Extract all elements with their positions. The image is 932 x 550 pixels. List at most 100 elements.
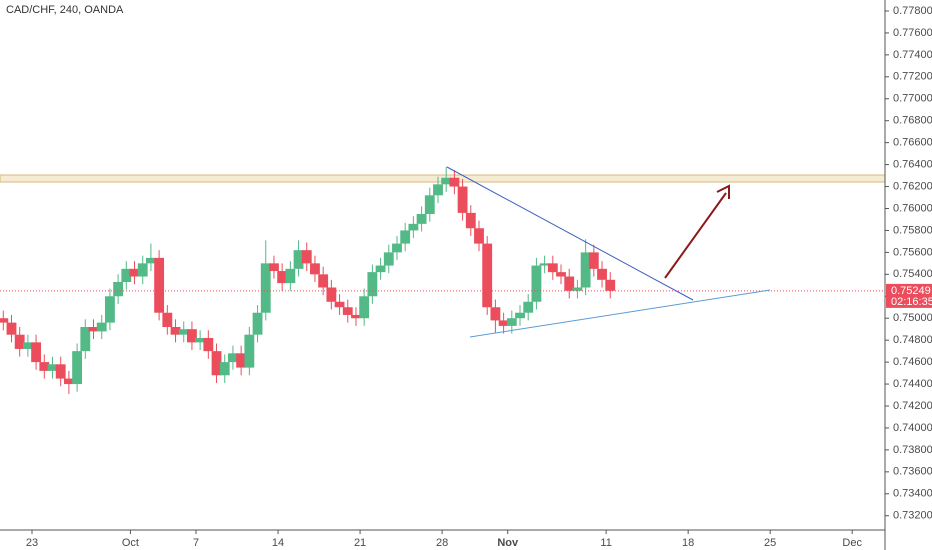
candle-body xyxy=(580,252,591,288)
candle-body xyxy=(252,312,263,335)
candle-body xyxy=(47,364,58,371)
candle-body xyxy=(244,334,255,368)
candle-body xyxy=(170,326,181,335)
y-tick-label: 0.76800 xyxy=(893,115,932,127)
y-tick-label: 0.75400 xyxy=(893,268,932,280)
x-tick-label: 14 xyxy=(272,537,284,549)
candle-body xyxy=(145,257,156,264)
candle-body xyxy=(351,314,361,319)
last-price-label: 0.75249 xyxy=(891,285,931,297)
candle-body xyxy=(383,252,394,266)
candle-body xyxy=(588,252,599,269)
y-tick-label: 0.77200 xyxy=(893,71,932,83)
x-tick-label: Oct xyxy=(122,537,139,549)
candle-body xyxy=(474,228,484,244)
y-tick-label: 0.77800 xyxy=(893,5,932,17)
projection-arrow xyxy=(664,192,727,279)
candle-body xyxy=(113,282,124,297)
x-tick-label: 28 xyxy=(436,537,448,549)
y-tick-label: 0.76200 xyxy=(893,180,932,192)
y-tick-label: 0.74800 xyxy=(893,334,932,346)
projection-arrow-head xyxy=(716,184,730,199)
candle-body xyxy=(564,276,575,291)
candle-body xyxy=(547,263,558,273)
candle-body xyxy=(375,265,386,273)
y-tick-label: 0.74400 xyxy=(893,378,932,390)
x-tick-label: 25 xyxy=(764,537,776,549)
candle-body xyxy=(88,326,99,332)
y-tick-label: 0.73800 xyxy=(893,444,932,456)
candle-body xyxy=(162,312,173,327)
candle-body xyxy=(39,362,50,371)
candle-body xyxy=(203,337,214,352)
candle-body xyxy=(457,186,468,213)
x-tick-label: 23 xyxy=(26,537,38,549)
candle-body xyxy=(195,337,206,343)
candle-body xyxy=(572,287,583,291)
candle-body xyxy=(72,351,83,385)
candle-body xyxy=(490,307,501,321)
x-tick-label: 7 xyxy=(193,537,199,549)
candle-body xyxy=(104,296,115,323)
candle-body xyxy=(219,362,230,376)
candle-body xyxy=(301,250,312,264)
candle-body xyxy=(178,329,189,335)
candle-body xyxy=(449,177,460,187)
x-tick-label: Nov xyxy=(497,537,519,549)
candle-body xyxy=(597,268,607,280)
candle-body xyxy=(96,322,107,332)
candle-body xyxy=(433,184,443,196)
candle-body xyxy=(359,296,370,319)
y-tick-label: 0.76400 xyxy=(893,159,932,171)
candle-body xyxy=(260,263,271,313)
y-tick-label: 0.74600 xyxy=(893,356,932,368)
candle-body xyxy=(80,326,91,352)
candle-body xyxy=(211,351,222,376)
candle-body xyxy=(392,243,402,253)
last-price-box xyxy=(886,283,932,308)
candle-body xyxy=(187,329,197,343)
candle-body xyxy=(515,312,525,319)
chart-title: CAD/CHF, 240, OANDA xyxy=(6,4,124,16)
candle-body xyxy=(408,223,419,231)
y-tick-label: 0.73400 xyxy=(893,488,932,500)
candle-body xyxy=(293,250,304,269)
candle-body xyxy=(14,334,25,349)
candle-body xyxy=(277,271,288,284)
y-tick-label: 0.75800 xyxy=(893,224,932,236)
candle-body xyxy=(285,268,296,284)
plot-area xyxy=(0,166,885,394)
x-tick-label: Dec xyxy=(842,537,862,549)
candle-body xyxy=(318,274,329,288)
candle-body xyxy=(129,268,140,277)
candle-body xyxy=(605,279,616,291)
candle-body xyxy=(326,287,337,302)
trend-line-upper xyxy=(446,166,694,301)
candle-body xyxy=(137,263,148,277)
y-tick-label: 0.77000 xyxy=(893,93,932,105)
y-tick-label: 0.76600 xyxy=(893,137,932,149)
y-tick-label: 0.74200 xyxy=(893,400,932,412)
countdown-label: 02:16:35 xyxy=(891,296,932,308)
y-tick-label: 0.76000 xyxy=(893,202,932,214)
x-tick-label: 18 xyxy=(682,537,694,549)
candle-body xyxy=(236,353,247,368)
candle-body xyxy=(531,265,542,302)
candle-body xyxy=(556,272,566,277)
axes: 0.77800 0.77600 0.77400 0.77200 0.77000 0.768… xyxy=(26,5,932,549)
candle-body xyxy=(269,263,279,272)
candle-body xyxy=(154,257,165,313)
candle-body xyxy=(342,307,353,315)
candle-body xyxy=(63,378,74,385)
candle-body xyxy=(6,322,17,335)
candle-body xyxy=(22,342,33,349)
candle-body xyxy=(441,177,452,185)
trend-line-lower xyxy=(469,289,771,338)
candle-body xyxy=(55,364,66,379)
y-tick-label: 0.75000 xyxy=(893,312,932,324)
candle-body xyxy=(31,342,42,363)
candle-body xyxy=(482,243,493,308)
candle-body xyxy=(367,272,378,297)
y-tick-label: 0.74000 xyxy=(893,422,932,434)
